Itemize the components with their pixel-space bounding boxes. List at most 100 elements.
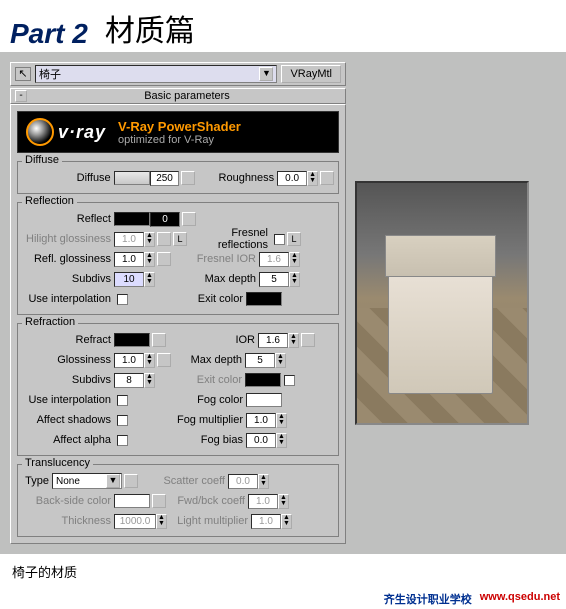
refr-exitc-label: Exit color [189, 374, 245, 386]
fogm-spinner[interactable]: ▲▼ [276, 413, 287, 428]
refl-subdivs-label: Subdivs [22, 273, 114, 285]
lock-button[interactable]: L [173, 232, 187, 246]
refl-maxd-value[interactable]: 5 [259, 272, 289, 287]
refract-swatch[interactable] [114, 333, 150, 347]
refract-label: Refract [22, 334, 114, 346]
collapse-icon[interactable]: - [15, 90, 27, 102]
refr-gloss-map-button[interactable] [157, 353, 171, 367]
roughness-map-button[interactable] [320, 171, 334, 185]
fresnel-label: Fresnel reflections [187, 227, 271, 251]
chevron-down-icon[interactable]: ▼ [106, 474, 120, 488]
fogm-value[interactable]: 1.0 [246, 413, 276, 428]
rgloss-spinner[interactable]: ▲▼ [144, 252, 155, 267]
refraction-group: Refraction Refract IOR 1.6 ▲▼ Glossiness… [17, 323, 339, 456]
thick-spinner: ▲▼ [156, 514, 167, 529]
fresnel-lock[interactable]: L [287, 232, 301, 246]
diffuse-map-button[interactable] [181, 171, 195, 185]
fogb-spinner[interactable]: ▲▼ [276, 433, 287, 448]
preview-chair [388, 274, 493, 394]
reflect-map-button[interactable] [182, 212, 196, 226]
chevron-down-icon[interactable]: ▼ [259, 67, 273, 81]
caption: 椅子的材质 [0, 554, 566, 589]
vray-orb-icon [26, 118, 54, 146]
vray-line1: V-Ray PowerShader [118, 119, 241, 134]
vray-logo-text: v·ray [58, 122, 106, 143]
footer: 齐生设计职业学校 www.qsedu.net [0, 589, 566, 609]
refl-subdivs-value[interactable]: 10 [114, 272, 144, 287]
refr-exitc-checkbox[interactable] [284, 375, 295, 386]
vray-tagline: V-Ray PowerShader optimized for V-Ray [118, 119, 241, 146]
thick-value: 1000.0 [114, 514, 156, 529]
reflection-legend: Reflection [22, 195, 77, 207]
material-type-button[interactable]: VRayMtl [281, 65, 341, 83]
refl-exitc-label: Exit color [190, 293, 246, 305]
material-topbar: ↖ 椅子 ▼ VRayMtl [10, 62, 346, 86]
preview-pane [352, 62, 532, 544]
refr-exitc-swatch[interactable] [245, 373, 281, 387]
refr-maxd-value[interactable]: 5 [245, 353, 275, 368]
hgloss-map-button[interactable] [157, 232, 171, 246]
fwd-label: Fwd/bck coeff [170, 495, 248, 507]
diffuse-value[interactable]: 250 [150, 171, 180, 186]
refr-interp-checkbox[interactable] [117, 395, 128, 406]
reflection-group: Reflection Reflect 0 Hilight glossiness … [17, 202, 339, 315]
page-header: Part 2 材质篇 [0, 0, 566, 52]
basic-params-header[interactable]: - Basic parameters [10, 88, 346, 104]
fogb-value[interactable]: 0.0 [246, 433, 276, 448]
vray-line2: optimized for V-Ray [118, 134, 241, 146]
fogc-label: Fog color [190, 394, 246, 406]
fogm-label: Fog multiplier [176, 414, 246, 426]
refr-gloss-value[interactable]: 1.0 [114, 353, 144, 368]
shadows-label: Affect shadows [22, 414, 114, 426]
refl-maxd-spinner[interactable]: ▲▼ [289, 272, 300, 287]
vray-banner: v·ray V-Ray PowerShader optimized for V-… [17, 111, 339, 153]
bsc-map-button[interactable] [152, 494, 166, 508]
footer-cn: 齐生设计职业学校 [384, 591, 472, 607]
roughness-value[interactable]: 0.0 [277, 171, 307, 186]
trans-legend: Translucency [22, 457, 93, 469]
fior-value: 1.6 [259, 252, 289, 267]
rgloss-map-button[interactable] [157, 252, 171, 266]
thick-label: Thickness [22, 515, 114, 527]
hgloss-spinner: ▲▼ [144, 232, 155, 247]
refr-subdivs-spinner[interactable]: ▲▼ [144, 373, 155, 388]
refr-subdivs-value[interactable]: 8 [114, 373, 144, 388]
ior-value[interactable]: 1.6 [258, 333, 288, 348]
refract-map-button[interactable] [152, 333, 166, 347]
lm-spinner: ▲▼ [281, 514, 292, 529]
alpha-checkbox[interactable] [117, 435, 128, 446]
alpha-label: Affect alpha [22, 434, 114, 446]
bsc-label: Back-side color [22, 495, 114, 507]
diffuse-legend: Diffuse [22, 154, 62, 166]
scatter-spinner: ▲▼ [258, 474, 269, 489]
shadows-checkbox[interactable] [117, 415, 128, 426]
hgloss-label: Hilight glossiness [22, 233, 114, 245]
lm-label: Light multiplier [173, 515, 251, 527]
refr-gloss-spinner[interactable]: ▲▼ [144, 353, 155, 368]
bsc-swatch[interactable] [114, 494, 150, 508]
translucency-group: Translucency Type None ▼ Scatter coeff 0… [17, 464, 339, 537]
type-value: None [56, 476, 80, 487]
ior-spinner[interactable]: ▲▼ [288, 333, 299, 348]
refl-exitc-swatch[interactable] [246, 292, 282, 306]
refl-interp-checkbox[interactable] [117, 294, 128, 305]
scatter-value: 0.0 [228, 474, 258, 489]
diffuse-swatch[interactable] [114, 171, 150, 185]
reflect-value[interactable]: 0 [150, 212, 180, 227]
refraction-legend: Refraction [22, 316, 78, 328]
pick-icon[interactable]: ↖ [15, 67, 31, 81]
fior-spinner: ▲▼ [289, 252, 300, 267]
type-map-button[interactable] [124, 474, 138, 488]
fresnel-checkbox[interactable] [274, 234, 285, 245]
ior-label: IOR [202, 334, 258, 346]
refl-subdivs-spinner[interactable]: ▲▼ [144, 272, 155, 287]
refr-maxd-spinner[interactable]: ▲▼ [275, 353, 286, 368]
type-label: Type [22, 475, 52, 487]
type-select[interactable]: None ▼ [52, 473, 122, 489]
fogc-swatch[interactable] [246, 393, 282, 407]
material-name-dropdown[interactable]: 椅子 ▼ [35, 65, 277, 83]
roughness-spinner[interactable]: ▲▼ [307, 171, 318, 186]
reflect-swatch[interactable] [114, 212, 150, 226]
rgloss-value[interactable]: 1.0 [114, 252, 144, 267]
ior-map-button[interactable] [301, 333, 315, 347]
